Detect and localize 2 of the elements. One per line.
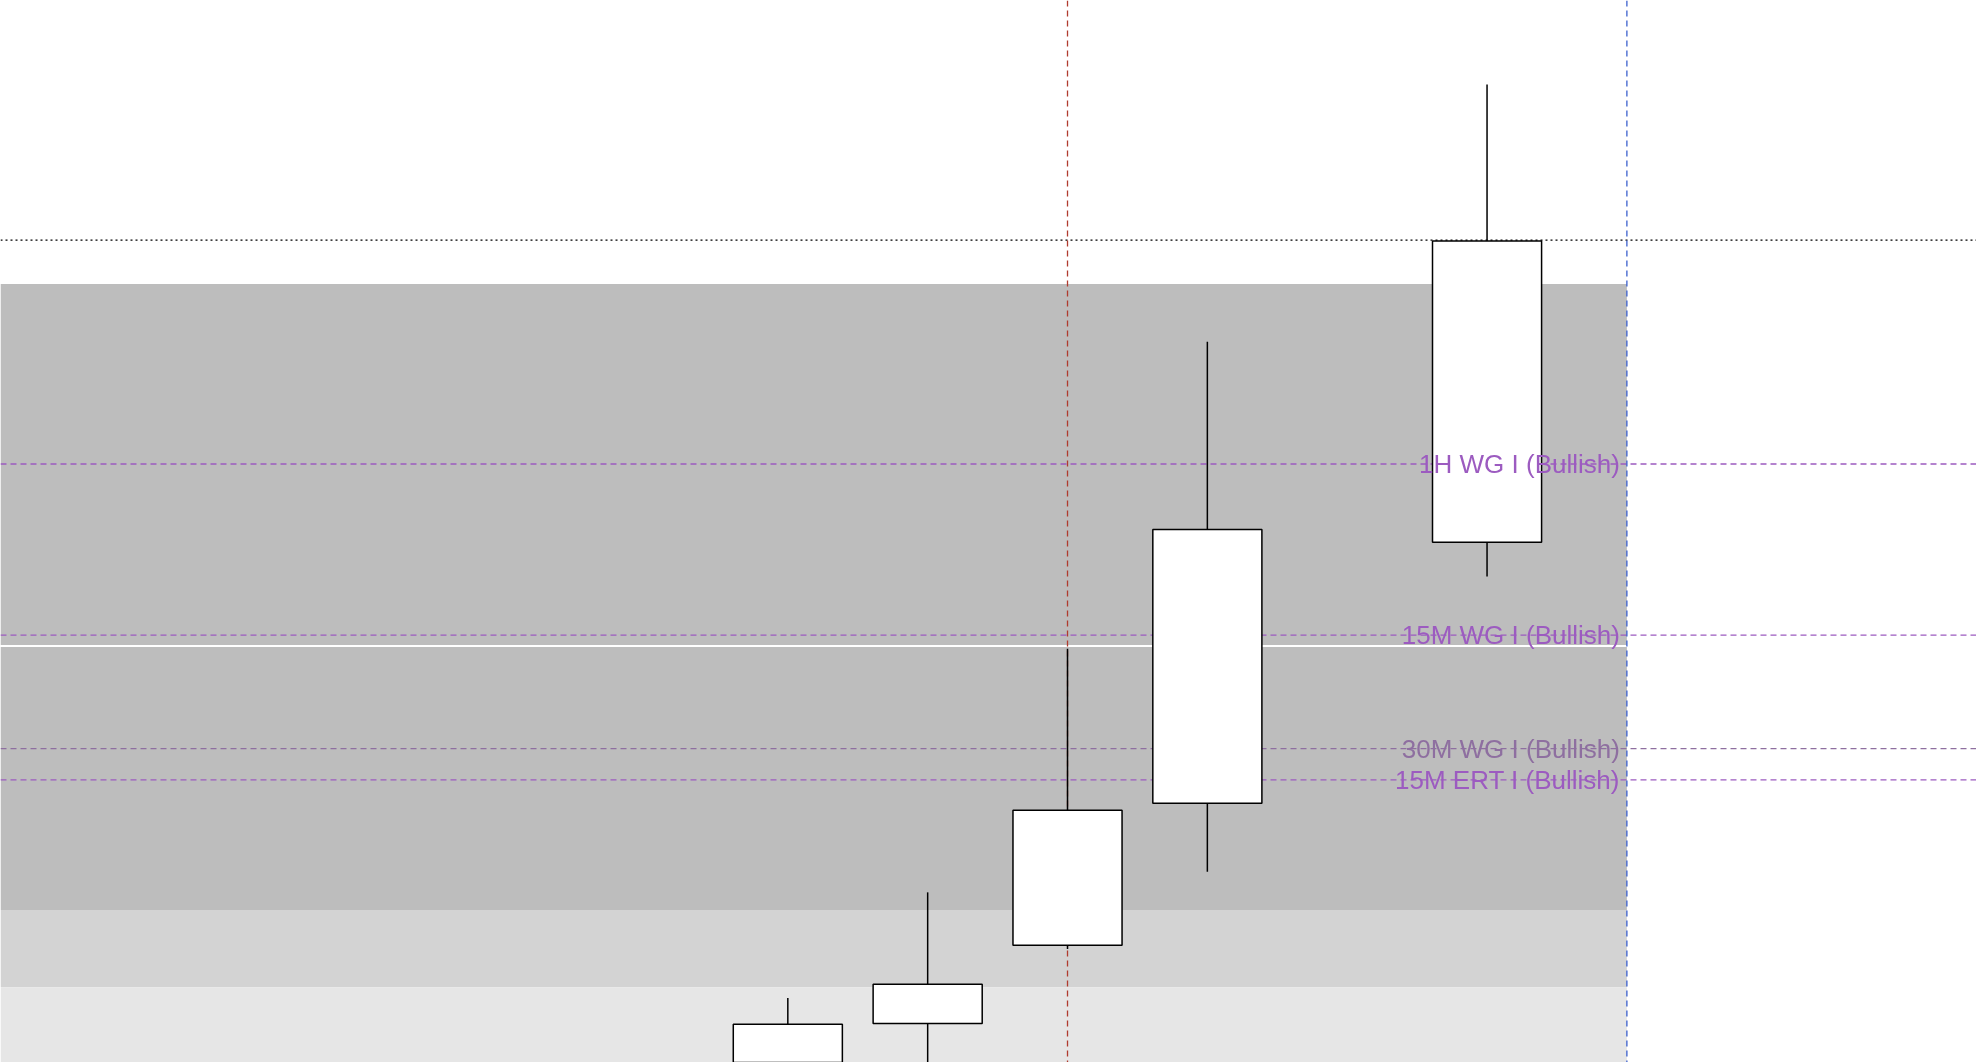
ref-line-label: 15M ERT I (Bullish) <box>1394 764 1620 795</box>
ref-line-label: 15M WG I (Bullish) <box>1401 620 1620 651</box>
